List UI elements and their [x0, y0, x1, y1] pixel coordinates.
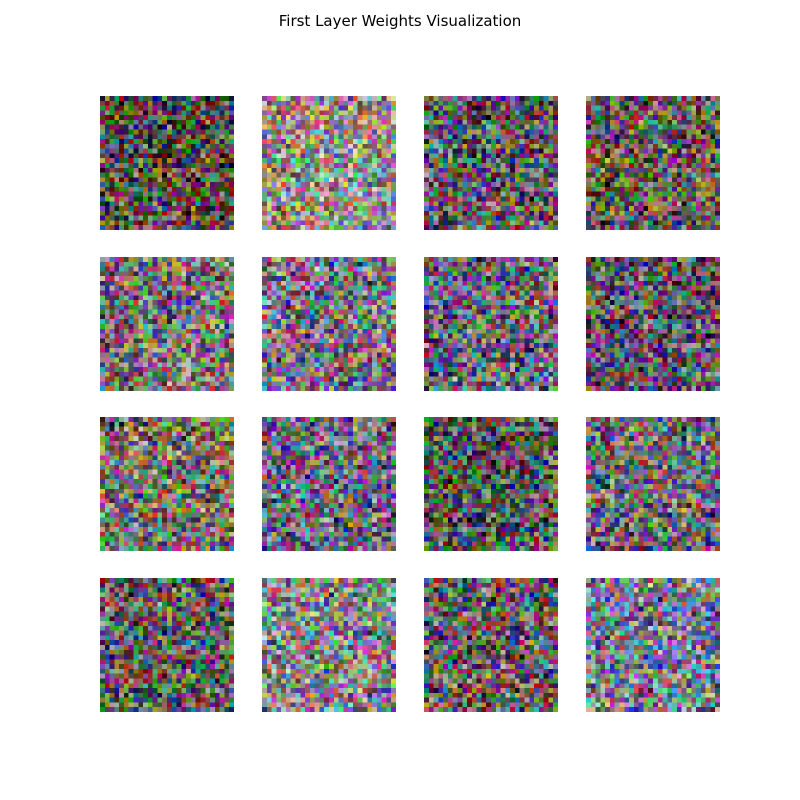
weight-image-8 — [586, 257, 720, 391]
weight-image-1 — [100, 96, 234, 230]
weight-image-15 — [424, 578, 558, 712]
weight-image-14 — [262, 578, 396, 712]
weight-panel-2 — [262, 96, 396, 230]
weight-image-9 — [100, 417, 234, 551]
weight-image-13 — [100, 578, 234, 712]
weight-image-3 — [424, 96, 558, 230]
weight-panel-16 — [586, 578, 720, 712]
weight-image-2 — [262, 96, 396, 230]
weight-image-16 — [586, 578, 720, 712]
weight-panel-7 — [424, 257, 558, 391]
weight-panel-9 — [100, 417, 234, 551]
weight-panel-3 — [424, 96, 558, 230]
weight-image-6 — [262, 257, 396, 391]
weight-panel-8 — [586, 257, 720, 391]
weight-image-10 — [262, 417, 396, 551]
weight-image-4 — [586, 96, 720, 230]
weight-panel-14 — [262, 578, 396, 712]
weight-image-7 — [424, 257, 558, 391]
weight-image-5 — [100, 257, 234, 391]
weight-image-12 — [586, 417, 720, 551]
weight-panel-4 — [586, 96, 720, 230]
weight-panel-11 — [424, 417, 558, 551]
chart-title: First Layer Weights Visualization — [278, 12, 522, 30]
weight-panel-15 — [424, 578, 558, 712]
weight-panel-1 — [100, 96, 234, 230]
weight-panel-12 — [586, 417, 720, 551]
weight-panel-5 — [100, 257, 234, 391]
weight-panel-13 — [100, 578, 234, 712]
weight-panel-6 — [262, 257, 396, 391]
weight-panel-10 — [262, 417, 396, 551]
weight-image-11 — [424, 417, 558, 551]
